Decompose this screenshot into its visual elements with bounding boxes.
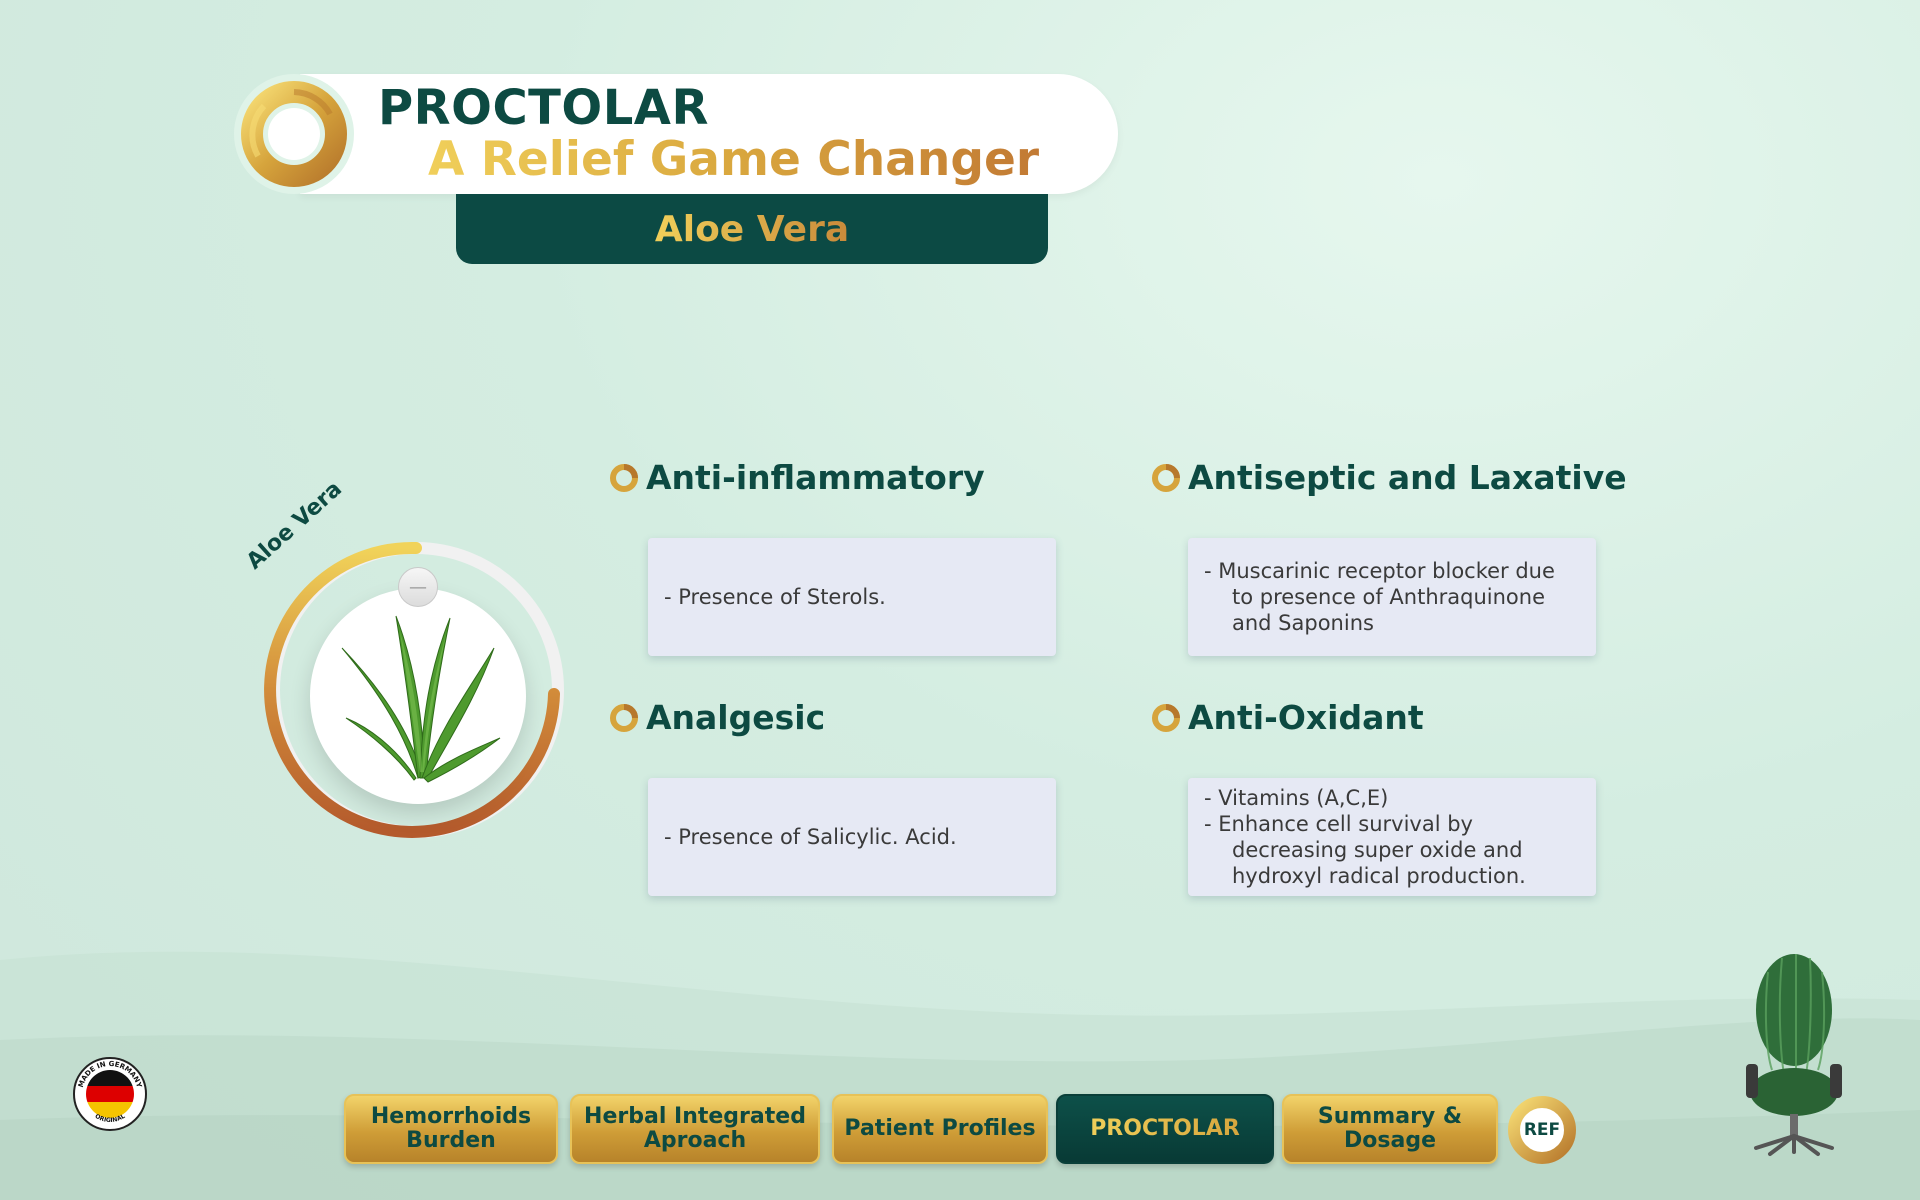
ref-label: REF <box>1523 1120 1561 1140</box>
badge-text-bottom: ORIGINAL <box>94 1113 127 1124</box>
proctolar-logo-icon <box>234 74 354 194</box>
bullet-logo-icon <box>1152 704 1180 732</box>
bullet-logo-icon <box>610 704 638 732</box>
brand-title: PROCTOLAR <box>378 80 709 136</box>
tagline: A Relief Game Changer <box>428 132 1040 187</box>
card-line: - Vitamins (A,C,E) <box>1204 786 1389 810</box>
aloe-ring-graphic <box>264 541 564 838</box>
nav-summary-dosage[interactable]: Summary & Dosage <box>1282 1094 1498 1164</box>
subtitle-text: Aloe Vera <box>654 208 850 250</box>
nav-herbal-integrated-approach[interactable]: Herbal Integrated Aproach <box>570 1094 820 1164</box>
feature-title-antiseptic-laxative: Antiseptic and Laxative <box>1188 458 1627 497</box>
aloe-plant-icon <box>341 615 501 783</box>
aloe-image-circle <box>310 588 526 804</box>
ref-ring-icon <box>1508 1096 1576 1164</box>
svg-text:ORIGINAL: ORIGINAL <box>94 1113 127 1124</box>
card-line: - Presence of Sterols. <box>664 585 886 609</box>
card-line: to presence of Anthraquinone <box>1232 585 1545 609</box>
feature-card-analgesic: - Presence of Salicylic. Acid. <box>648 778 1056 896</box>
header-banner <box>300 74 1118 194</box>
card-line: hydroxyl radical production. <box>1232 864 1526 888</box>
feature-card-anti-oxidant: - Vitamins (A,C,E) - Enhance cell surviv… <box>1188 778 1596 896</box>
card-line: - Enhance cell survival by <box>1204 812 1473 836</box>
bullet-logo-icon <box>1152 464 1180 492</box>
card-line: decreasing super oxide and <box>1232 838 1523 862</box>
nav-proctolar[interactable]: PROCTOLAR <box>1056 1094 1274 1164</box>
feature-title-anti-inflammatory: Anti-inflammatory <box>646 458 985 497</box>
card-line: - Muscarinic receptor blocker due <box>1204 559 1555 583</box>
ring-slider-knob[interactable]: — <box>398 567 438 607</box>
subtitle-bar: Aloe Vera <box>456 194 1048 264</box>
feature-card-antiseptic-laxative: - Muscarinic receptor blocker due to pre… <box>1188 538 1596 656</box>
made-in-germany-badge-icon: MADE IN GERMANY ORIGINAL <box>73 1057 147 1131</box>
nav-hemorrhoids-burden[interactable]: Hemorrhoids Burden <box>344 1094 558 1164</box>
feature-title-anti-oxidant: Anti-Oxidant <box>1188 698 1424 737</box>
nav-patient-profiles[interactable]: Patient Profiles <box>832 1094 1048 1164</box>
card-line: and Saponins <box>1232 611 1374 635</box>
feature-title-analgesic: Analgesic <box>646 698 826 737</box>
ref-button[interactable]: REF <box>1506 1094 1578 1166</box>
cactus-chair-icon <box>1746 954 1842 1156</box>
feature-card-anti-inflammatory: - Presence of Sterols. <box>648 538 1056 656</box>
bullet-logo-icon <box>610 464 638 492</box>
card-line: - Presence of Salicylic. Acid. <box>664 825 957 849</box>
